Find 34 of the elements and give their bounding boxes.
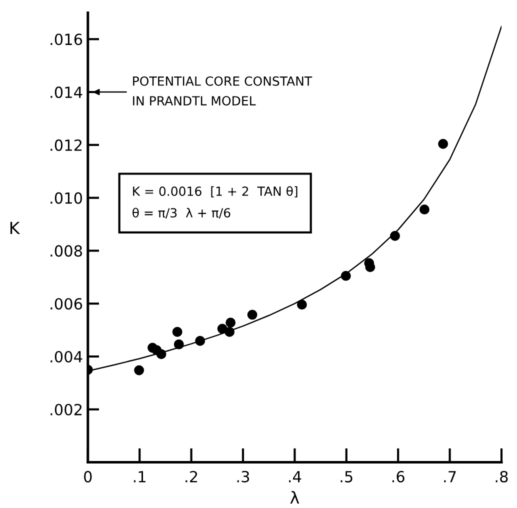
- point: [390, 230, 400, 241]
- point: [247, 310, 258, 320]
- y-tick-label: .006: [50, 298, 82, 310]
- y-tick-label: .008: [50, 245, 82, 257]
- y-tick-label: .016: [50, 34, 82, 46]
- point: [134, 365, 144, 376]
- annotation: POTENTIAL CORE CONSTANT IN PRANDTL MODEL: [133, 76, 312, 106]
- point: [296, 300, 307, 310]
- y-tick-label: .004: [50, 350, 82, 363]
- point: [156, 349, 166, 360]
- point: [340, 270, 351, 281]
- x-tick-label: .7: [444, 471, 456, 482]
- x-axis-title: λ: [290, 490, 300, 504]
- x-tick-label: .3: [237, 470, 250, 482]
- y-tick-label: .014: [50, 86, 82, 98]
- y-tick-label: .012: [50, 139, 82, 151]
- y-tick-label: .010: [50, 192, 82, 204]
- x-tick-label: .5: [340, 471, 352, 482]
- y-tick-label: .002: [50, 404, 82, 416]
- y-axis-title: K: [10, 222, 20, 234]
- x-tick-label: .1: [134, 471, 146, 482]
- point: [172, 326, 182, 337]
- x-tick-label: .2: [186, 470, 198, 482]
- point: [438, 138, 448, 149]
- annotation: K = 0.0016 [1 + 2 TAN θ] θ = π/3 λ + π/6: [132, 186, 298, 219]
- x-tick-label: .8: [496, 470, 508, 482]
- point: [195, 336, 206, 346]
- x-tick-label: 0: [84, 470, 92, 482]
- point: [224, 326, 235, 337]
- point: [174, 339, 184, 350]
- x-tick-label: .6: [392, 470, 404, 482]
- point: [226, 318, 236, 328]
- point: [419, 204, 430, 214]
- x-tick-label: .4: [289, 471, 302, 482]
